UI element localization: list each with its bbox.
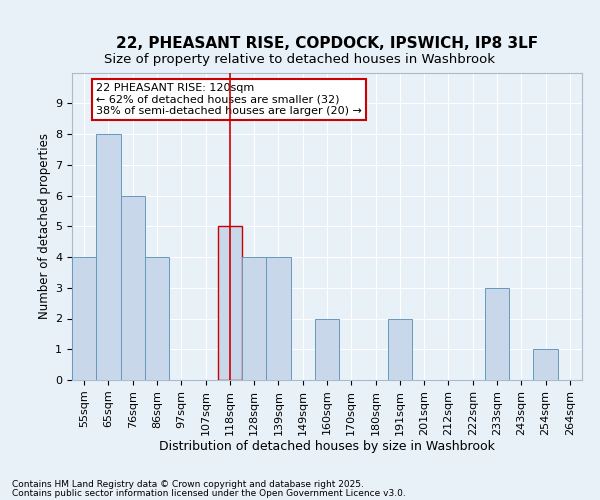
Bar xyxy=(315,318,339,380)
Bar xyxy=(218,226,242,380)
Bar xyxy=(145,257,169,380)
Bar xyxy=(485,288,509,380)
Title: 22, PHEASANT RISE, COPDOCK, IPSWICH, IP8 3LF: 22, PHEASANT RISE, COPDOCK, IPSWICH, IP8… xyxy=(116,36,538,51)
Bar xyxy=(388,318,412,380)
Y-axis label: Number of detached properties: Number of detached properties xyxy=(38,133,51,320)
Text: Contains HM Land Registry data © Crown copyright and database right 2025.: Contains HM Land Registry data © Crown c… xyxy=(12,480,364,489)
X-axis label: Distribution of detached houses by size in Washbrook: Distribution of detached houses by size … xyxy=(159,440,495,454)
Bar xyxy=(121,196,145,380)
Bar xyxy=(242,257,266,380)
Text: Contains public sector information licensed under the Open Government Licence v3: Contains public sector information licen… xyxy=(12,488,406,498)
Bar xyxy=(96,134,121,380)
Bar xyxy=(266,257,290,380)
Bar xyxy=(533,349,558,380)
Bar xyxy=(72,257,96,380)
Text: Size of property relative to detached houses in Washbrook: Size of property relative to detached ho… xyxy=(104,52,496,66)
Text: 22 PHEASANT RISE: 120sqm
← 62% of detached houses are smaller (32)
38% of semi-d: 22 PHEASANT RISE: 120sqm ← 62% of detach… xyxy=(96,84,362,116)
